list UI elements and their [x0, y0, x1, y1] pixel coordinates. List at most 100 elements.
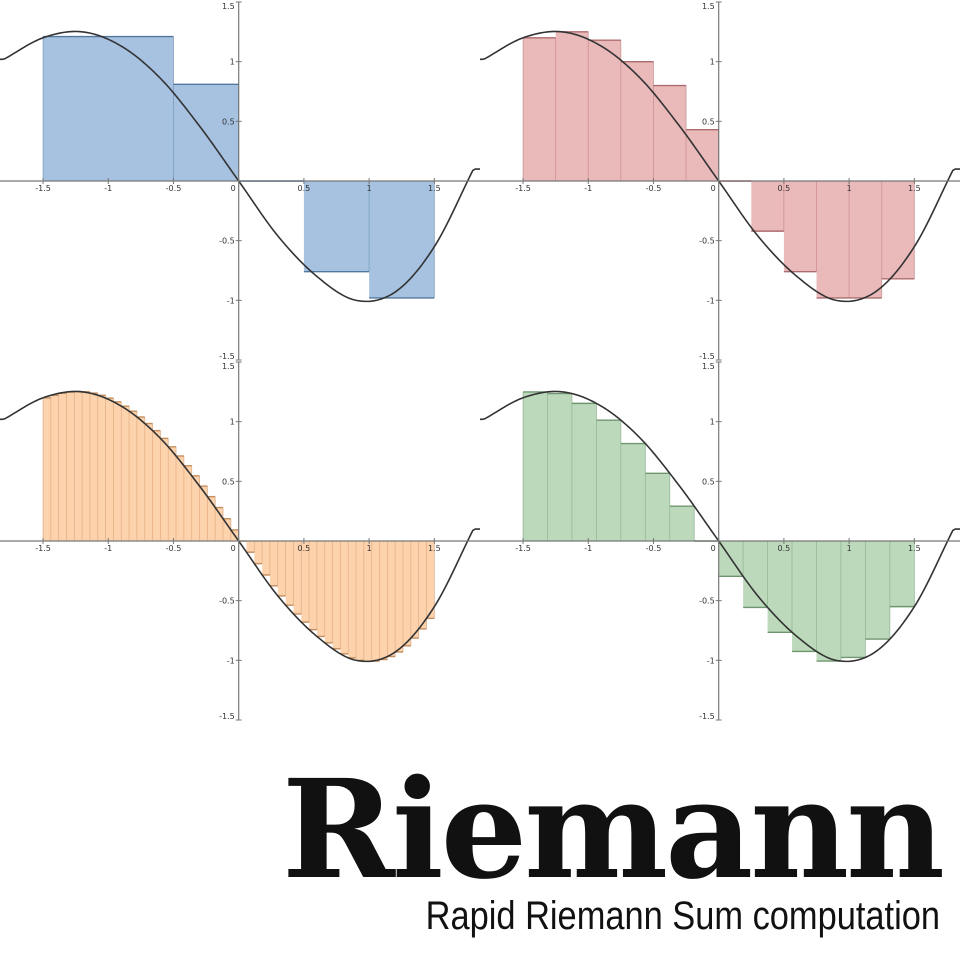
riemann-bar	[767, 541, 793, 633]
riemann-bar	[152, 430, 161, 541]
page-title: Riemann	[282, 750, 945, 910]
riemann-bar	[588, 40, 621, 181]
riemann-bar	[293, 541, 302, 614]
y-tick-label: 0.5	[222, 117, 235, 126]
riemann-bar	[191, 475, 200, 541]
riemann-bar	[43, 36, 174, 182]
y-tick-label: -1	[227, 296, 235, 305]
chart-panel-left-sum-50: -1.5 -1 -0.5 0.5 1 1.5 0 1.5 1 0.5 -0.5 -1 -1.5	[0, 361, 480, 721]
riemann-bar	[90, 393, 98, 541]
riemann-bar	[369, 181, 435, 298]
x-tick-label: 0.5	[778, 184, 791, 193]
riemann-bar	[865, 541, 890, 640]
riemann-bar	[596, 420, 621, 541]
riemann-bar	[743, 541, 768, 608]
riemann-bar	[523, 391, 548, 541]
riemann-bar	[105, 398, 114, 541]
riemann-bar	[410, 541, 419, 639]
y-tick-label: -0.5	[699, 237, 715, 246]
riemann-bar	[176, 456, 184, 541]
riemann-bar	[121, 406, 130, 541]
y-tick-label: -0.5	[699, 597, 715, 606]
y-tick-label: 1.5	[702, 362, 715, 371]
x-tick-label: -1.5	[35, 544, 51, 553]
riemann-bar	[387, 541, 396, 657]
riemann-bar	[82, 391, 90, 541]
riemann-bar	[840, 541, 866, 658]
riemann-bar	[816, 181, 850, 298]
riemann-bar	[751, 181, 784, 232]
riemann-bar	[160, 438, 169, 541]
x-tick-label: -1	[104, 184, 112, 193]
brand-block: Riemann Rapid Riemann Sum computation	[282, 750, 945, 938]
riemann-bar	[332, 541, 341, 649]
riemann-bar	[783, 181, 817, 272]
riemann-bar	[571, 403, 597, 541]
riemann-bar	[309, 541, 317, 630]
y-tick-label: -0.5	[219, 597, 235, 606]
x-tick-label: 1	[847, 184, 852, 193]
riemann-bar	[183, 465, 192, 541]
riemann-bar	[645, 473, 670, 541]
x-tick-label: -1	[584, 184, 592, 193]
function-curve	[480, 390, 960, 663]
x-tick-label: -0.5	[166, 544, 182, 553]
riemann-bar	[285, 541, 294, 606]
function-curve	[0, 390, 480, 663]
riemann-bar	[262, 541, 270, 575]
plot-area	[480, 390, 960, 663]
origin-label: 0	[231, 544, 236, 553]
riemann-bar	[340, 541, 349, 654]
riemann-bar	[199, 486, 208, 541]
riemann-bar	[58, 393, 67, 541]
x-tick-label: -0.5	[166, 184, 182, 193]
riemann-bar	[403, 541, 411, 646]
riemann-bar	[301, 541, 310, 623]
riemann-bar	[356, 541, 364, 661]
x-tick-label: -0.5	[646, 544, 662, 553]
x-tick-label: -1.5	[35, 184, 51, 193]
riemann-bar	[849, 181, 882, 298]
x-tick-label: 1.5	[428, 544, 441, 553]
riemann-bar	[620, 61, 654, 181]
riemann-bar	[66, 392, 75, 541]
riemann-bar	[97, 395, 106, 541]
x-tick-label: -1	[104, 544, 112, 553]
y-tick-label: -1	[707, 656, 715, 665]
riemann-bar	[129, 411, 137, 541]
riemann-bar	[316, 541, 325, 637]
riemann-bar	[348, 541, 357, 658]
plot-area	[480, 30, 960, 303]
y-tick-label: 1	[230, 58, 235, 67]
y-tick-label: 1.5	[702, 2, 715, 11]
y-tick-label: 0.5	[702, 477, 715, 486]
x-tick-label: 1.5	[908, 184, 921, 193]
riemann-bar	[379, 541, 388, 660]
riemann-bar	[270, 541, 278, 586]
riemann-bar	[223, 518, 231, 541]
function-curve	[480, 30, 960, 303]
page-subtitle: Rapid Riemann Sum computation	[425, 894, 940, 938]
riemann-bar	[523, 37, 556, 181]
riemann-bar	[74, 391, 83, 541]
chart-panel-left-sum-4: -1.5 -1 -0.5 0.5 1 1.5 0 1.5 1 0.5 -0.5 -1 -1.5	[0, 1, 480, 361]
plot-area	[0, 30, 480, 303]
y-tick-label: 0.5	[702, 117, 715, 126]
riemann-bar	[555, 31, 589, 182]
chart-panel-right-sum-16: -1.5 -1 -0.5 0.5 1 1.5 0 1.5 1 0.5 -0.5 -1 -1.5	[480, 361, 960, 721]
riemann-bar	[792, 541, 817, 652]
riemann-bar	[889, 541, 915, 607]
y-tick-label: 1	[710, 58, 715, 67]
riemann-bar	[620, 443, 646, 541]
origin-label: 0	[231, 184, 236, 193]
riemann-bar	[816, 541, 841, 662]
y-tick-label: -1.5	[699, 712, 715, 721]
y-tick-label: 0.5	[222, 477, 235, 486]
riemann-bar	[246, 541, 255, 553]
riemann-bar	[43, 397, 51, 541]
riemann-bar	[303, 181, 370, 272]
riemann-bar	[113, 401, 122, 541]
x-tick-label: -1	[584, 544, 592, 553]
riemann-bar	[136, 417, 145, 541]
